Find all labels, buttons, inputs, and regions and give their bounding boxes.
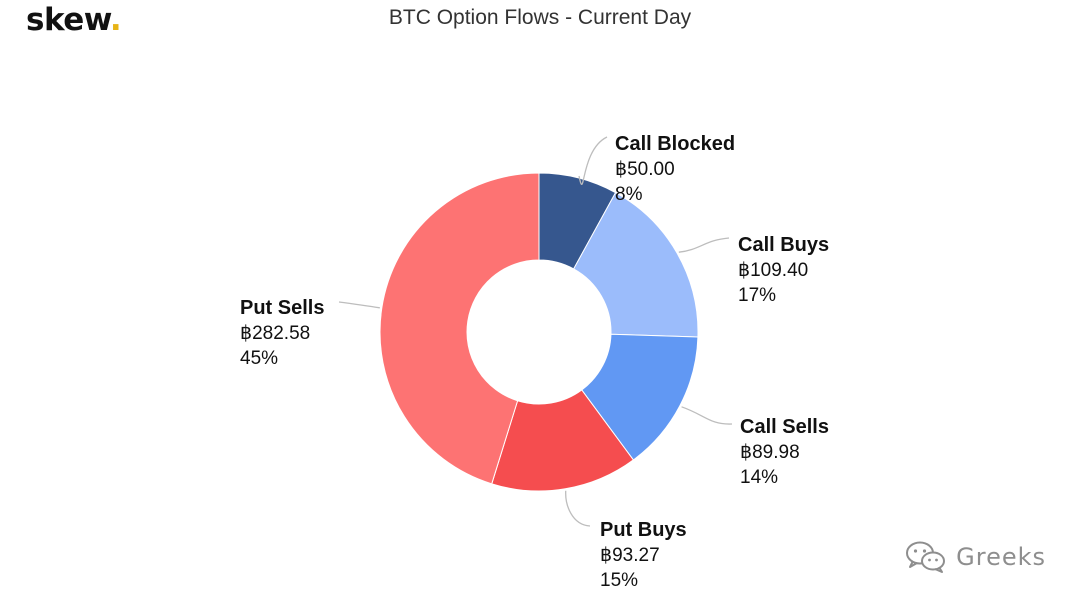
slice-label-value: ฿109.40	[738, 260, 808, 281]
slice-label-percent: 17%	[738, 285, 776, 306]
watermark: Greeks	[904, 539, 1046, 575]
slice-label-value: ฿93.27	[600, 545, 660, 566]
slice-label-name: Put Sells	[240, 297, 324, 319]
labels-layer: Call Blocked ฿50.00 8% Call Buys ฿109.40 17% C…	[240, 133, 829, 591]
watermark-text: Greeks	[956, 543, 1046, 571]
slices-layer	[379, 172, 699, 492]
connector-call-sells	[681, 406, 733, 425]
wechat-icon	[906, 541, 946, 573]
slice-label-name: Call Blocked	[615, 133, 735, 155]
slice-put-sells[interactable]	[379, 172, 540, 485]
slice-label-percent: 15%	[600, 570, 638, 591]
connectors-layer	[338, 136, 733, 527]
connector-put-buys	[565, 490, 591, 527]
slice-label-percent: 45%	[240, 348, 278, 369]
slice-label-name: Call Sells	[740, 416, 829, 438]
slice-label-name: Call Buys	[738, 234, 829, 256]
logo-dot: .	[109, 2, 122, 38]
chart-title: BTC Option Flows - Current Day	[388, 6, 692, 29]
slice-label-name: Put Buys	[600, 519, 687, 541]
slice-label-value: ฿282.58	[240, 323, 310, 344]
slice-label-percent: 8%	[615, 184, 643, 205]
logo-text: skew	[26, 2, 110, 38]
slice-label-value: ฿89.98	[740, 442, 800, 463]
skew-logo: skew.	[26, 2, 122, 38]
slice-call-buys[interactable]	[572, 191, 699, 338]
connector-call-blocked	[578, 136, 608, 185]
slice-label-percent: 14%	[740, 467, 778, 488]
connector-call-buys	[678, 237, 730, 253]
slice-put-buys[interactable]	[491, 389, 635, 492]
slice-label-value: ฿50.00	[615, 159, 675, 180]
connector-put-sells	[338, 301, 380, 309]
